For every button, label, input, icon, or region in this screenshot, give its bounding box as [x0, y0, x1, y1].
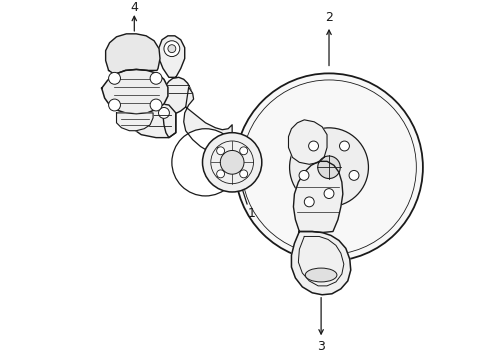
Ellipse shape — [168, 45, 176, 53]
Text: 4: 4 — [130, 1, 138, 14]
Polygon shape — [292, 231, 351, 295]
Ellipse shape — [340, 141, 349, 151]
Ellipse shape — [324, 189, 334, 198]
Ellipse shape — [150, 72, 162, 84]
Polygon shape — [106, 34, 160, 75]
Ellipse shape — [305, 268, 337, 282]
Polygon shape — [102, 69, 168, 114]
Ellipse shape — [202, 133, 262, 192]
Ellipse shape — [309, 141, 318, 151]
Ellipse shape — [109, 72, 121, 84]
Ellipse shape — [109, 99, 121, 111]
Ellipse shape — [217, 147, 224, 155]
Text: 3: 3 — [317, 340, 325, 353]
Ellipse shape — [220, 150, 244, 174]
Ellipse shape — [304, 197, 314, 207]
Polygon shape — [117, 113, 153, 131]
Polygon shape — [289, 120, 327, 164]
Ellipse shape — [235, 73, 423, 261]
Ellipse shape — [159, 108, 170, 118]
Ellipse shape — [138, 108, 148, 118]
Polygon shape — [294, 161, 343, 233]
Ellipse shape — [318, 156, 340, 179]
Polygon shape — [159, 36, 185, 77]
Text: 2: 2 — [325, 10, 333, 23]
Ellipse shape — [164, 41, 180, 57]
Ellipse shape — [217, 170, 224, 178]
Polygon shape — [131, 103, 176, 138]
Text: 1: 1 — [248, 207, 256, 220]
Polygon shape — [156, 77, 192, 138]
Ellipse shape — [299, 170, 309, 180]
Ellipse shape — [240, 170, 247, 178]
Ellipse shape — [349, 170, 359, 180]
Polygon shape — [184, 87, 232, 158]
Ellipse shape — [290, 128, 368, 207]
Ellipse shape — [150, 99, 162, 111]
Ellipse shape — [172, 129, 239, 196]
Ellipse shape — [240, 147, 247, 155]
